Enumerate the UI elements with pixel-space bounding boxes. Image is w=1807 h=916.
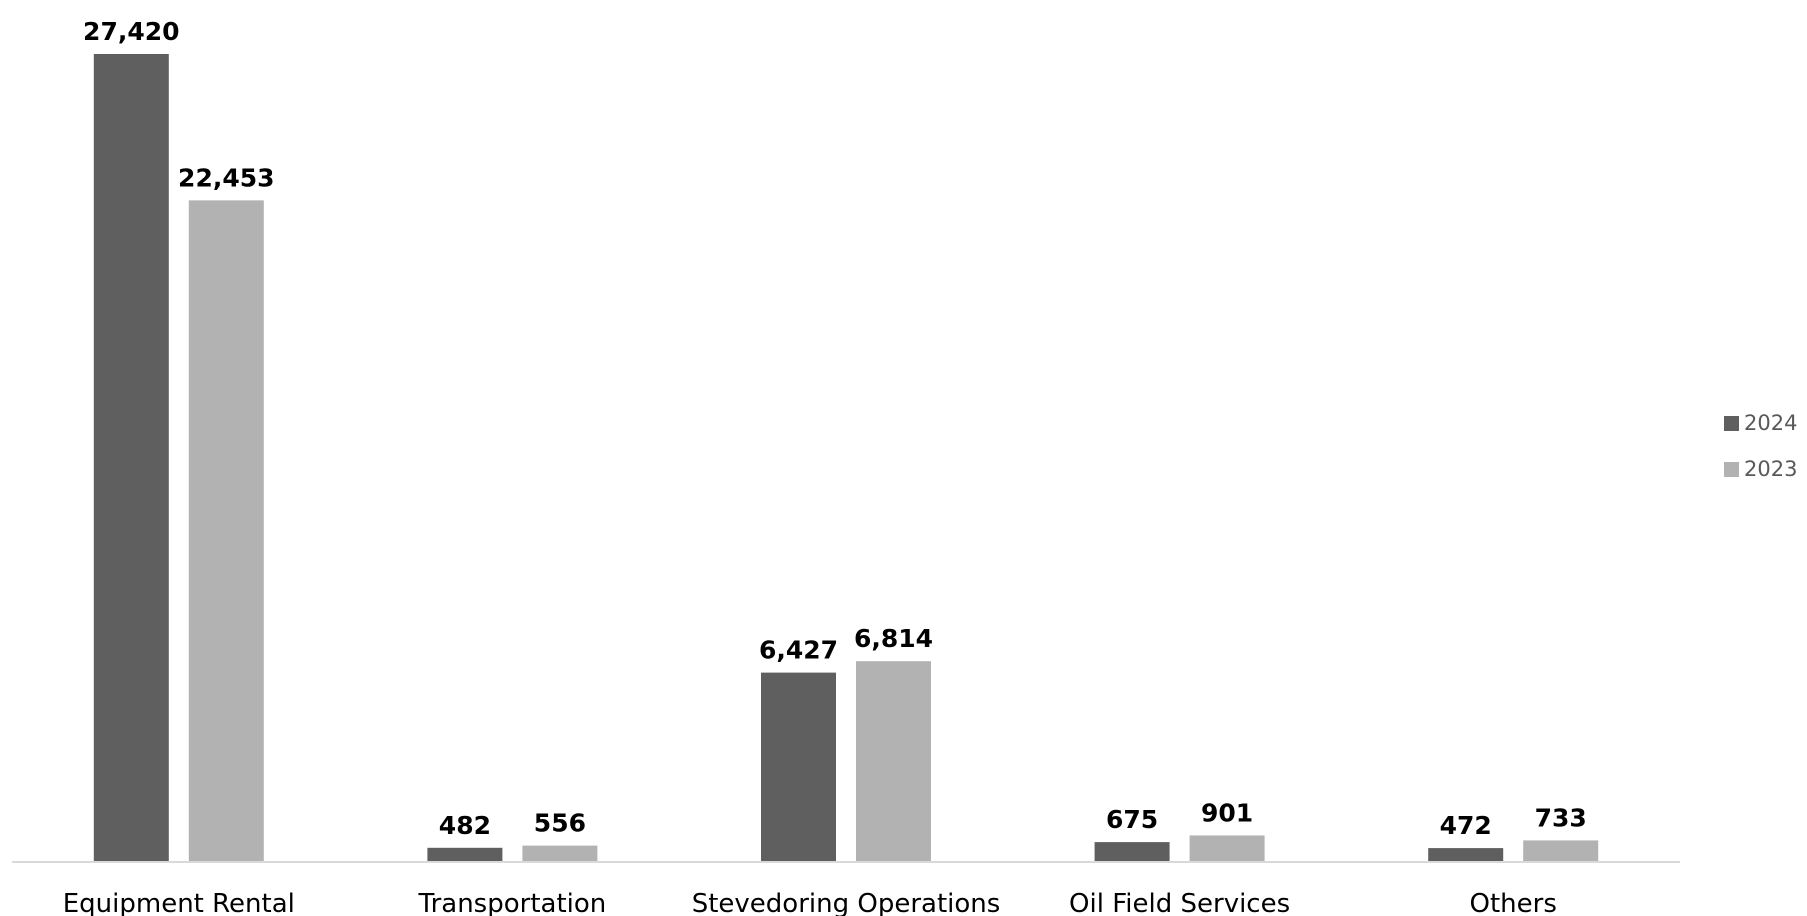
bar-2023-0	[188, 200, 264, 862]
bar-2023-1	[522, 845, 598, 862]
category-label-1: Transportation	[418, 889, 607, 916]
data-label-2023-2: 6,814	[854, 624, 933, 653]
category-label-4: Others	[1470, 889, 1557, 916]
data-label-2024-1: 482	[439, 811, 491, 840]
legend-label-2024: 2024	[1744, 411, 1798, 435]
data-label-2024-0: 27,420	[83, 17, 179, 46]
data-label-2023-4: 733	[1535, 803, 1587, 832]
legend-swatch-2024	[1724, 415, 1739, 431]
bar-2024-0	[93, 54, 169, 862]
legend-item-2023: 2023	[1724, 446, 1797, 492]
data-label-2024-2: 6,427	[759, 636, 838, 665]
category-labels-group: Equipment Rental Transportation Stevedorin…	[63, 889, 1557, 916]
bar-2024-1	[427, 847, 503, 862]
legend-item-2024: 2024	[1724, 400, 1797, 446]
data-label-2023-0: 22,453	[178, 163, 274, 192]
data-label-2024-3: 675	[1106, 805, 1158, 834]
legend-swatch-2023	[1724, 461, 1739, 477]
bars-group	[93, 54, 1599, 862]
legend-label-2023: 2023	[1744, 457, 1798, 481]
legend: 2024 2023	[1724, 400, 1797, 492]
bar-2024-4	[1428, 848, 1504, 862]
category-label-2: Stevedoring Operations	[692, 889, 1001, 916]
category-label-0: Equipment Rental	[63, 889, 295, 916]
bar-2024-2	[761, 672, 836, 862]
bar-2023-3	[1189, 835, 1265, 862]
data-label-2023-3: 901	[1201, 798, 1253, 827]
bar-2024-3	[1094, 842, 1170, 862]
data-labels-group: 27,420 22,453 482 556 6,427 6,814 675 901 472 733	[83, 17, 1587, 840]
category-label-3: Oil Field Services	[1069, 889, 1290, 916]
bar-2023-4	[1523, 840, 1599, 862]
data-label-2023-1: 556	[534, 809, 586, 838]
data-label-2024-4: 472	[1440, 811, 1492, 840]
bar-2023-2	[856, 661, 931, 862]
